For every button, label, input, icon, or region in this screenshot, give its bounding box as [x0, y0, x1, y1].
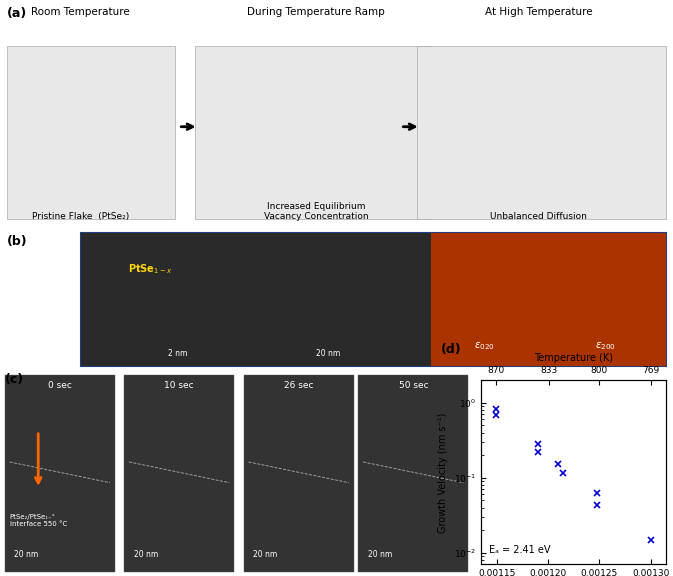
Text: PtSe₂/PtSe₁₋ˣ
interface 550 °C: PtSe₂/PtSe₁₋ˣ interface 550 °C	[9, 514, 67, 527]
Text: 20 nm: 20 nm	[368, 551, 392, 559]
Bar	[417, 46, 666, 219]
Text: (a): (a)	[7, 7, 27, 20]
Text: $\varepsilon_{200}$: $\varepsilon_{200}$	[595, 340, 616, 352]
Text: PtSe$_{1-x}$: PtSe$_{1-x}$	[128, 262, 172, 276]
Bar	[125, 375, 234, 572]
Y-axis label: Growth Velocity (nm s⁻¹): Growth Velocity (nm s⁻¹)	[439, 412, 448, 532]
Text: Increased Equilibrium
Vacancy Concentration: Increased Equilibrium Vacancy Concentrat…	[264, 202, 369, 221]
Bar	[358, 375, 468, 572]
Text: (c): (c)	[5, 373, 24, 386]
Bar	[431, 233, 666, 366]
Text: 50 sec: 50 sec	[398, 381, 428, 390]
Text: During Temperature Ramp: During Temperature Ramp	[248, 7, 385, 17]
Text: 10 sec: 10 sec	[164, 381, 194, 390]
Text: Pristine Flake  (PtSe₂): Pristine Flake (PtSe₂)	[32, 212, 129, 221]
Bar	[81, 233, 431, 366]
Text: 20 nm: 20 nm	[316, 348, 341, 358]
Bar	[7, 46, 175, 219]
Text: At High Temperature: At High Temperature	[485, 7, 592, 17]
Bar	[244, 375, 353, 572]
Text: Room Temperature: Room Temperature	[32, 7, 130, 17]
Bar	[195, 46, 431, 219]
Text: (b): (b)	[7, 234, 28, 248]
Text: 26 sec: 26 sec	[284, 381, 314, 390]
Text: Eₐ = 2.41 eV: Eₐ = 2.41 eV	[489, 545, 550, 555]
X-axis label: Temperature (K): Temperature (K)	[534, 353, 613, 363]
Text: 2 nm: 2 nm	[168, 348, 188, 358]
Text: Unbalanced Diffusion: Unbalanced Diffusion	[490, 212, 587, 221]
Bar	[5, 375, 114, 572]
Text: 0 sec: 0 sec	[48, 381, 71, 390]
Text: (d): (d)	[440, 343, 461, 357]
Text: 20 nm: 20 nm	[14, 551, 38, 559]
Text: $\varepsilon_{020}$: $\varepsilon_{020}$	[474, 340, 495, 352]
Text: 20 nm: 20 nm	[253, 551, 277, 559]
Bar	[81, 233, 666, 366]
Text: 20 nm: 20 nm	[134, 551, 158, 559]
